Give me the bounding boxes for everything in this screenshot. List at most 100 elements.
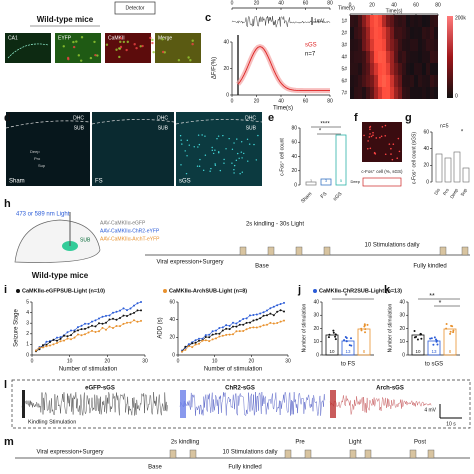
- heat-cell: [362, 39, 366, 51]
- label: c-Fos⁺ cell (%, sGS): [361, 169, 403, 174]
- y-tick-label: 0: [172, 352, 175, 358]
- cell: [253, 143, 255, 146]
- heat-cell: [394, 27, 398, 39]
- cell: [181, 143, 183, 145]
- x-tick-label: 0: [231, 98, 234, 104]
- heat-cell: [366, 63, 370, 75]
- cell: [204, 154, 207, 156]
- trace: [21, 391, 168, 416]
- cell: [211, 146, 213, 149]
- heat-cell: [378, 15, 382, 27]
- label: CA1: [8, 35, 18, 41]
- row-label: 1#: [341, 18, 347, 24]
- x-tick-label: 60: [303, 98, 309, 104]
- heat-cell: [354, 75, 358, 87]
- label: Kindling Stimulation: [28, 419, 76, 425]
- bar: [357, 328, 371, 356]
- cell: [257, 134, 259, 137]
- heat-cell: [390, 51, 394, 63]
- heat-cell: [354, 51, 358, 63]
- heat-cell: [374, 75, 378, 87]
- cell: [380, 135, 383, 138]
- heat-cell: [406, 39, 410, 51]
- heat-cell: [354, 39, 358, 51]
- cell: [241, 157, 243, 159]
- heat-cell: [418, 51, 422, 63]
- label: Fully kindled: [413, 264, 446, 270]
- cell: [67, 57, 70, 61]
- cell: [372, 134, 374, 137]
- panel-label: k: [384, 284, 391, 296]
- y-tick-label: 10: [399, 339, 405, 345]
- heat-cell: [362, 63, 366, 75]
- heat-cell: [434, 15, 438, 27]
- cell: [218, 152, 220, 154]
- heat-cell: [362, 87, 366, 99]
- image-fs: [92, 112, 174, 186]
- image-sham: [6, 112, 90, 186]
- cell: [231, 162, 233, 164]
- label: 10 Stimulations daily: [364, 243, 419, 249]
- label: Base: [255, 264, 269, 270]
- point: [413, 336, 416, 339]
- cell: [214, 149, 216, 151]
- heat-cell: [386, 63, 390, 75]
- image-camkii: [105, 33, 151, 63]
- label: 3: [310, 178, 313, 183]
- row-label: 7#: [341, 90, 347, 96]
- cell: [80, 36, 84, 39]
- cell: [89, 56, 93, 60]
- cell: [197, 134, 200, 136]
- y-tick-label: 20: [399, 326, 405, 332]
- cell: [370, 135, 373, 138]
- point: [360, 327, 363, 330]
- boundary: [5, 119, 263, 129]
- label: Pro: [34, 156, 41, 161]
- heat-cell: [382, 51, 386, 63]
- heat-cell: [426, 87, 430, 99]
- series-line: [35, 319, 142, 351]
- heat-cell: [358, 51, 362, 63]
- label: Number of stimulation: [59, 367, 117, 373]
- point: [360, 329, 363, 332]
- panel-label: d: [4, 112, 11, 124]
- label: Seizure Stage: [14, 308, 20, 346]
- y-tick-label: 30: [313, 313, 319, 319]
- label: *: [439, 300, 442, 307]
- x-tick-label: 30: [142, 358, 148, 364]
- heat-cell: [422, 27, 426, 39]
- cell: [225, 148, 227, 150]
- cell: [209, 170, 211, 172]
- heat-cell: [374, 27, 378, 39]
- label: AAV-CaMKIIα-ArchT-eYFP: [100, 236, 160, 242]
- cell: [179, 135, 182, 137]
- cell: [185, 172, 188, 175]
- heat-cell: [366, 87, 370, 99]
- trace: [329, 395, 432, 416]
- label: 2s kindling: [171, 440, 199, 446]
- cell: [233, 164, 236, 167]
- cell: [369, 147, 372, 150]
- label: SUB: [74, 125, 85, 131]
- series-line: [181, 320, 285, 352]
- heat-cell: [418, 15, 422, 27]
- label: ChR2-sGS: [225, 386, 255, 392]
- cell: [105, 43, 109, 46]
- heat-cell: [414, 27, 418, 39]
- y-tick-label: 0: [294, 182, 297, 188]
- heat-cell: [354, 87, 358, 99]
- heat-cell: [378, 87, 382, 99]
- heat-cell: [382, 75, 386, 87]
- point: [332, 329, 335, 332]
- stim: [284, 449, 292, 459]
- cell: [152, 50, 155, 54]
- heat-cell: [350, 27, 354, 39]
- y-tick-label: 40: [223, 39, 229, 45]
- f-box: [362, 177, 402, 187]
- heat-cell: [374, 39, 378, 51]
- panel-label: c: [205, 12, 211, 24]
- label: ΔF/F(%): [212, 57, 218, 79]
- cell: [375, 137, 378, 139]
- colorbar: [447, 16, 453, 98]
- image-f: [362, 122, 402, 162]
